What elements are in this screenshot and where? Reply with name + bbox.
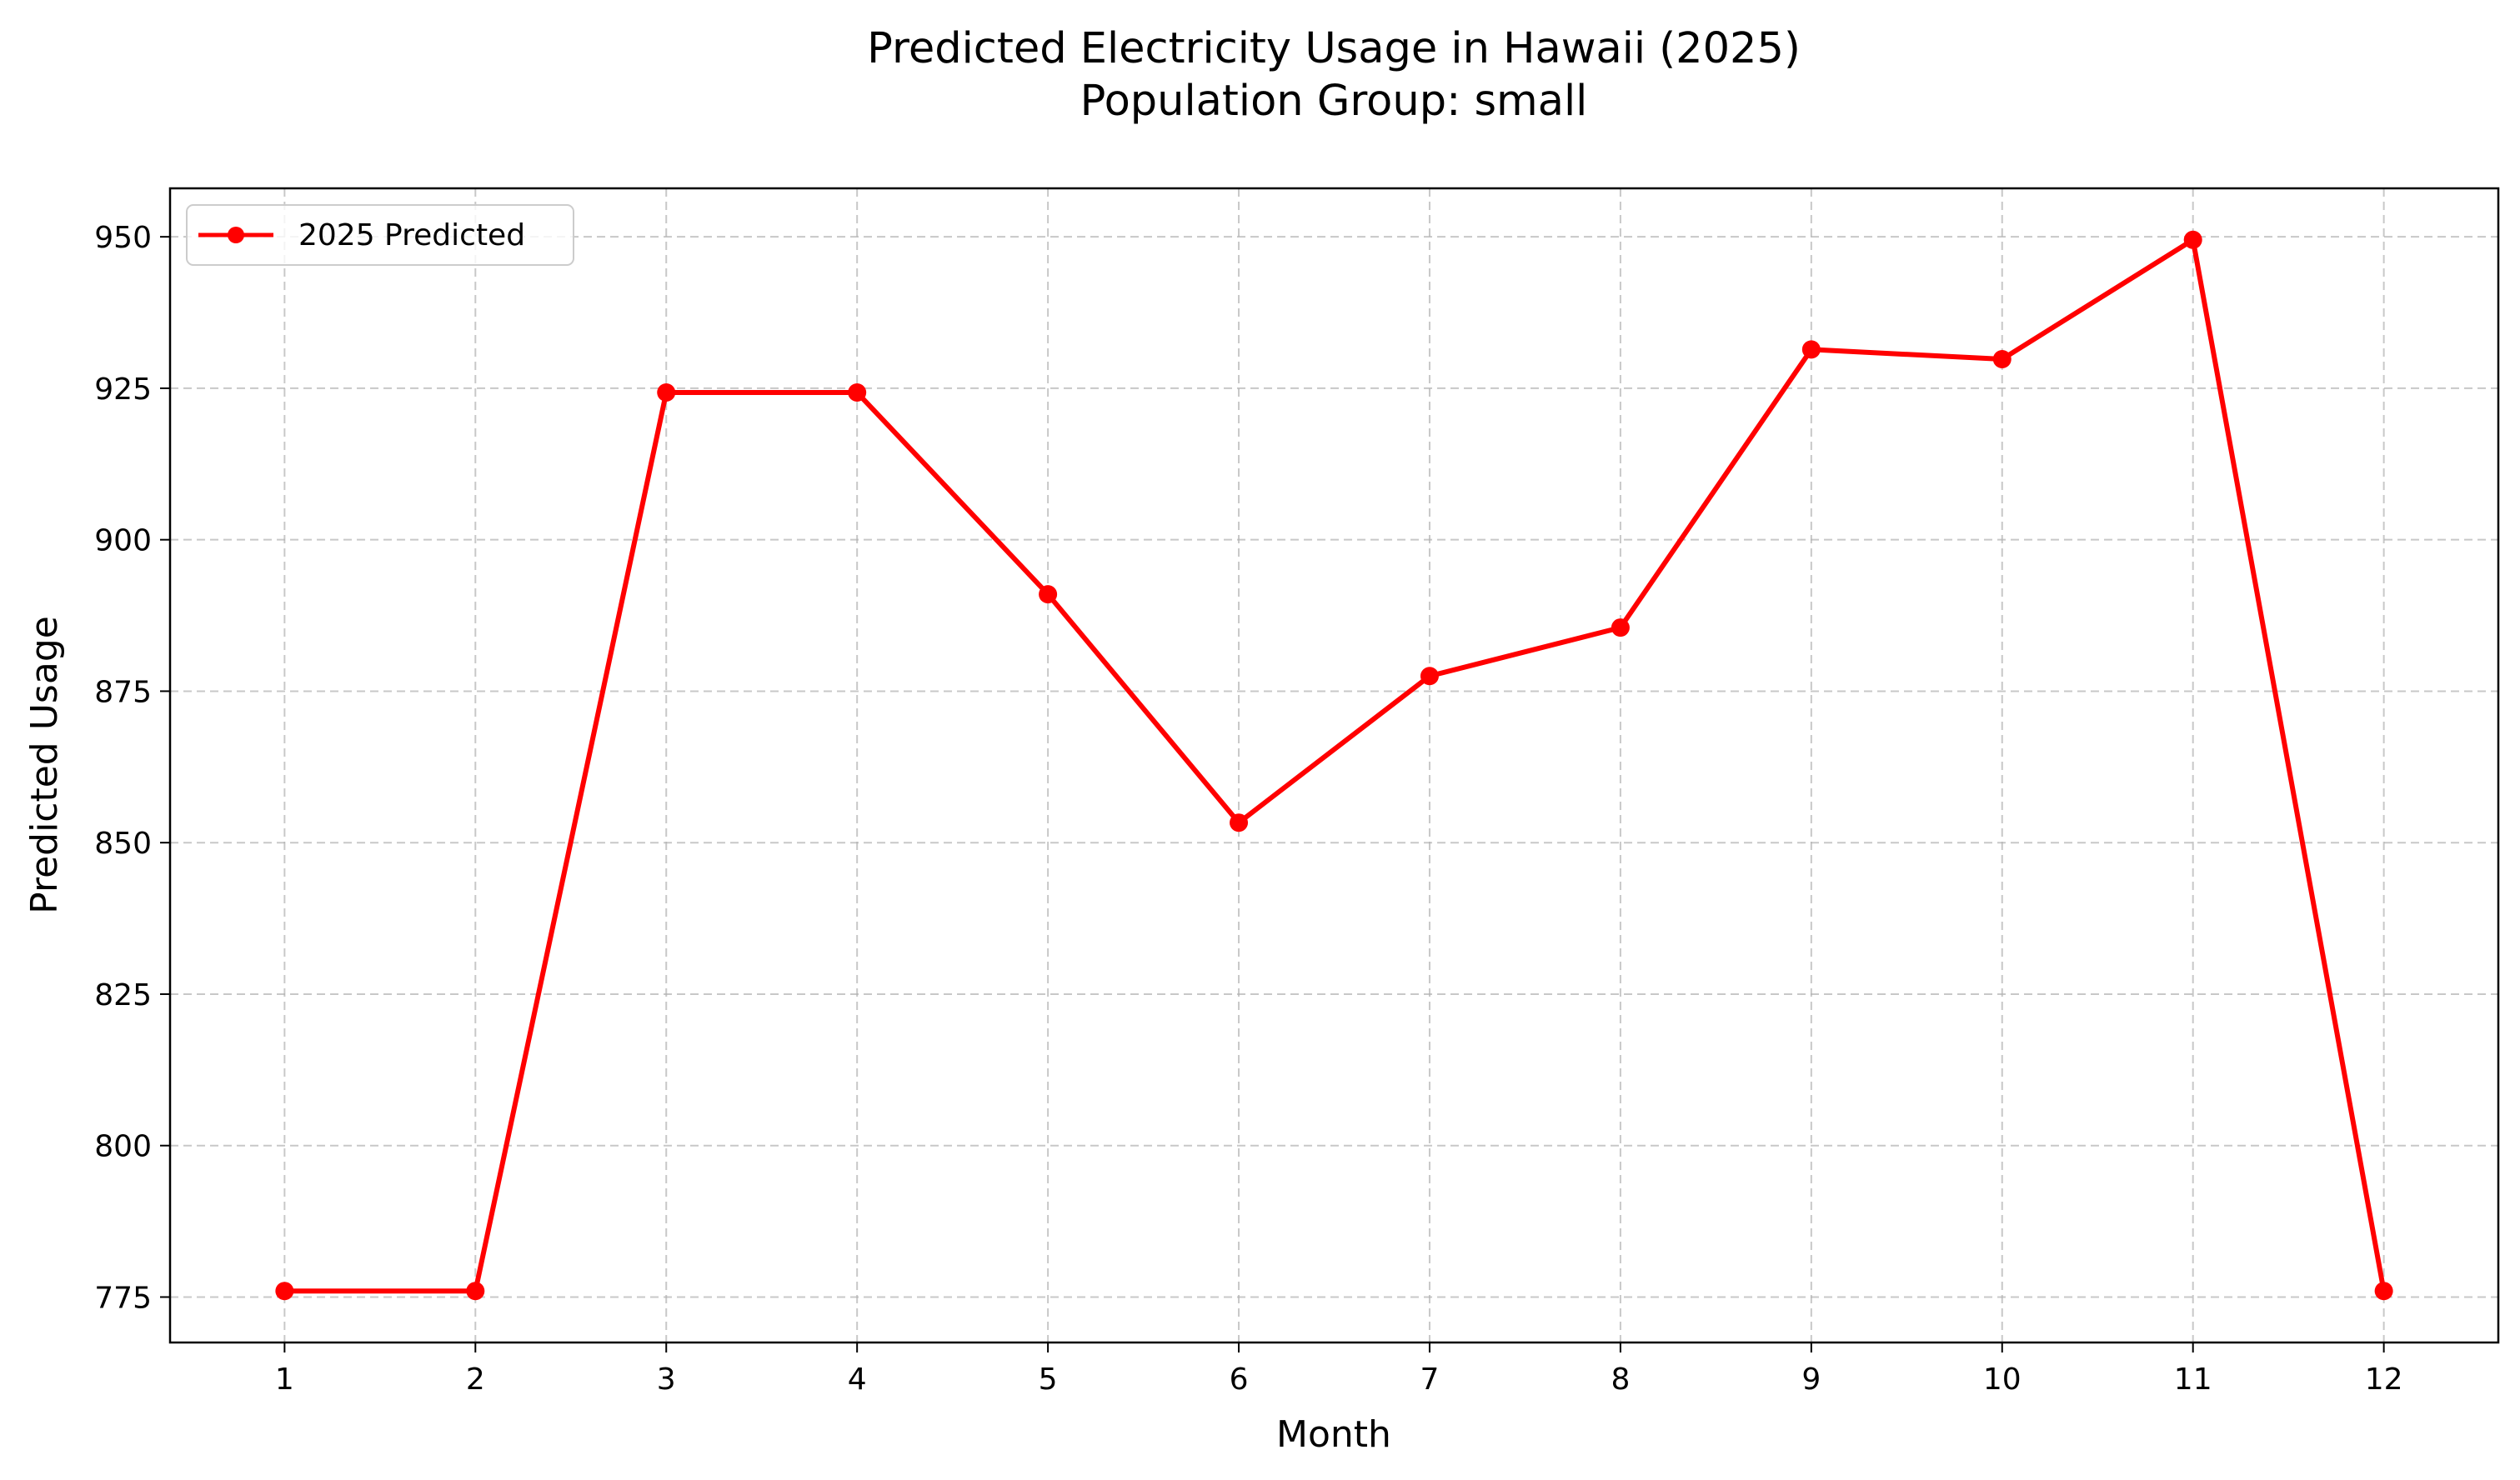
y-tick-label: 875 — [94, 675, 152, 709]
legend-box — [186, 204, 574, 266]
y-axis-label: Predicted Usage — [23, 616, 66, 914]
plot-frame — [168, 187, 2500, 1344]
y-axis-ticks: 775 800 825 850 875 900 925 950 — [94, 221, 170, 1315]
chart-title: Predicted Electricity Usage in Hawaii (2… — [867, 24, 1801, 73]
y-tick-label: 775 — [94, 1281, 152, 1315]
data-point — [2183, 230, 2202, 249]
x-tick-label: 4 — [848, 1362, 867, 1397]
data-point — [466, 1282, 485, 1301]
legend-label: 2025 Predicted — [298, 218, 525, 252]
y-tick-label: 800 — [94, 1130, 152, 1164]
y-tick-label: 925 — [94, 372, 152, 407]
data-point — [1801, 340, 1821, 359]
x-tick-label: 9 — [1801, 1362, 1821, 1397]
data-point — [848, 383, 867, 402]
data-point — [1992, 350, 2011, 369]
data-point — [1230, 813, 1249, 832]
x-axis-label: Month — [1276, 1413, 1391, 1456]
x-tick-label: 8 — [1611, 1362, 1630, 1397]
x-tick-label: 5 — [1039, 1362, 1058, 1397]
data-point — [1611, 618, 1630, 638]
chart-subtitle: Population Group: small — [1080, 77, 1588, 126]
y-tick-label: 825 — [94, 978, 152, 1012]
grid-lines — [170, 188, 2498, 1342]
data-point — [1039, 585, 1058, 604]
data-point — [275, 1282, 294, 1301]
y-tick-label: 850 — [94, 827, 152, 861]
series-layer — [275, 230, 2393, 1301]
x-tick-label: 10 — [1983, 1362, 2022, 1397]
x-tick-label: 7 — [1420, 1362, 1440, 1397]
legend: 2025 Predicted — [186, 204, 574, 266]
data-point — [1420, 667, 1439, 686]
x-axis-ticks: 1 2 3 4 5 6 7 8 9 10 11 12 — [275, 1342, 2403, 1397]
x-tick-label: 1 — [275, 1362, 294, 1397]
data-point — [657, 383, 676, 402]
x-tick-label: 11 — [2174, 1362, 2212, 1397]
x-tick-label: 2 — [466, 1362, 485, 1397]
plot-area — [170, 188, 2498, 1342]
x-tick-label: 6 — [1230, 1362, 1249, 1397]
x-tick-label: 3 — [657, 1362, 676, 1397]
x-tick-label: 12 — [2365, 1362, 2403, 1397]
series-line — [282, 237, 2387, 1294]
legend-marker — [228, 227, 244, 243]
y-tick-label: 950 — [94, 221, 152, 255]
y-tick-label: 900 — [94, 524, 152, 558]
data-point — [2374, 1282, 2393, 1301]
